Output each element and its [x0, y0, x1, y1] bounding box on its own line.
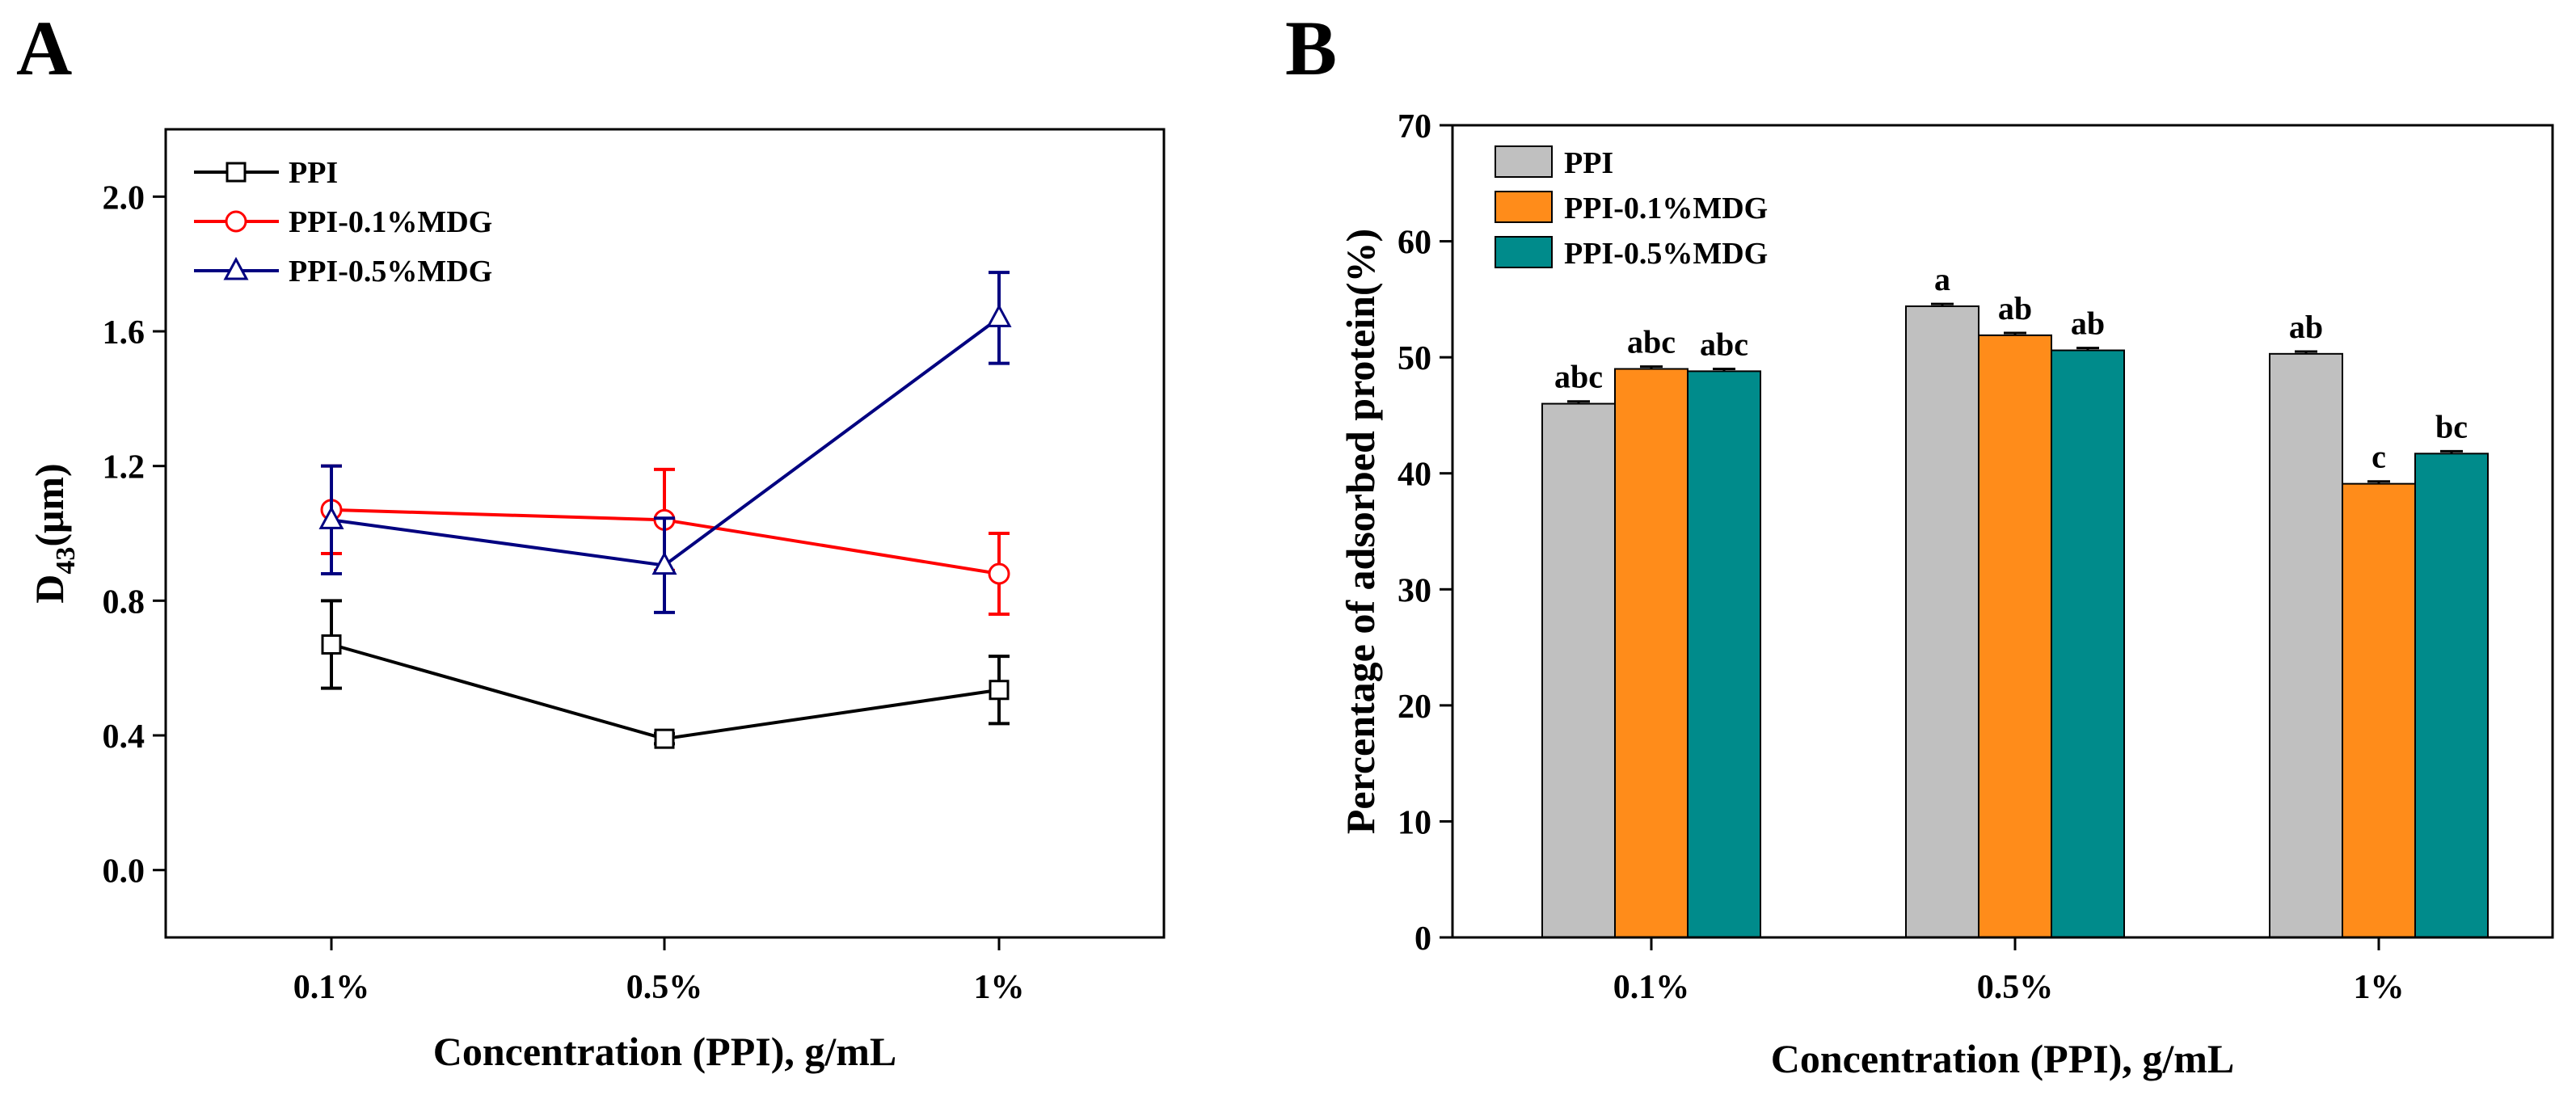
panel-label-b: B	[1285, 5, 1337, 91]
panel-a: A 0.0 0.4 0.8 1.2 1.6 2.0 0.1% 0.5% 1% Concentrati…	[16, 5, 1166, 1074]
significance-label: ab	[1998, 290, 2032, 326]
bar	[1905, 305, 1979, 938]
y-axis-title-a: D43(μm)	[27, 463, 81, 603]
plot-frame-b	[1451, 124, 2554, 939]
legend-marker	[226, 162, 247, 183]
x-tick-label-b: 0.5%	[1977, 969, 2054, 1006]
x-axis-title-b: Concentration (PPI), g/mL	[1771, 1036, 2235, 1081]
y-tick-label-a: 1.2	[103, 449, 145, 486]
y-tick-label-b: 70	[1398, 108, 1431, 145]
bar	[1614, 368, 1689, 938]
legend-label: PPI-0.5%MDG	[1564, 237, 1768, 271]
significance-label: c	[2372, 439, 2386, 475]
x-tick-label-b: 0.1%	[1613, 969, 1690, 1006]
y-axis-title-tail: (μm)	[27, 463, 72, 546]
data-point	[654, 728, 675, 749]
bar	[1978, 334, 2052, 939]
y-axis-title-main: D	[27, 575, 72, 604]
series-line	[331, 642, 1000, 741]
legend-label: PPI-0.1%MDG	[1564, 192, 1768, 225]
legend-label: PPI-0.5%MDG	[289, 255, 492, 288]
y-tick-label-b: 50	[1398, 340, 1431, 377]
data-point	[651, 551, 677, 575]
series-a-2	[318, 271, 1012, 614]
legend-b: PPI PPI-0.1%MDG PPI-0.5%MDG	[1495, 145, 1768, 271]
bar	[1687, 370, 1761, 939]
legend-a: PPI PPI-0.1%MDG PPI-0.5%MDG	[194, 156, 492, 288]
bar	[2342, 482, 2416, 938]
significance-label: abc	[1700, 326, 1748, 362]
y-tick-label-a: 2.0	[103, 179, 145, 217]
series-b-0: abc a ab	[1541, 261, 2343, 939]
data-point	[988, 562, 1010, 585]
y-tick-label-b: 0	[1414, 920, 1431, 958]
x-tick-label-b: 1%	[2354, 969, 2405, 1006]
y-tick-label-b: 40	[1398, 457, 1431, 494]
data-point	[318, 506, 344, 529]
significance-label: ab	[2071, 305, 2105, 342]
legend-label: PPI	[289, 156, 338, 190]
legend-marker	[225, 210, 247, 233]
y-tick-label-b: 20	[1398, 689, 1431, 726]
data-point	[989, 680, 1010, 701]
significance-label: abc	[1627, 324, 1676, 360]
significance-label: bc	[2435, 408, 2468, 444]
bar	[2269, 352, 2343, 939]
bar	[2414, 453, 2489, 938]
y-tick-label-a: 0.0	[103, 853, 145, 891]
y-tick-label-a: 1.6	[103, 314, 145, 352]
x-tick-label-a: 0.1%	[293, 969, 370, 1006]
y-tick-label-b: 10	[1398, 804, 1431, 841]
significance-label: abc	[1554, 359, 1603, 395]
bar	[2051, 349, 2125, 938]
significance-label: a	[1934, 261, 1950, 297]
legend-swatch	[1495, 145, 1553, 178]
legend-label: PPI	[1564, 146, 1613, 180]
legend-marker	[223, 256, 249, 280]
bar	[1541, 402, 1616, 939]
x-tick-label-a: 0.5%	[626, 969, 703, 1006]
y-axis-title-b: Percentage of adsorbed protein(%)	[1338, 229, 1383, 834]
series-a-0	[321, 599, 1010, 749]
y-tick-label-b: 30	[1398, 572, 1431, 609]
legend-swatch	[1495, 191, 1553, 223]
y-tick-label-b: 60	[1398, 225, 1431, 262]
data-point	[986, 304, 1012, 327]
legend-swatch	[1495, 236, 1553, 268]
x-tick-label-a: 1%	[974, 969, 1025, 1006]
y-tick-label-a: 0.8	[103, 583, 145, 621]
y-axis-title-sub: 43	[51, 547, 81, 575]
panel-label-a: A	[16, 5, 72, 91]
significance-label: ab	[2289, 309, 2323, 345]
x-axis-title-a: Concentration (PPI), g/mL	[433, 1029, 897, 1074]
y-tick-label-a: 0.4	[103, 718, 145, 756]
data-point	[321, 634, 342, 655]
legend-label: PPI-0.1%MDG	[289, 205, 492, 239]
